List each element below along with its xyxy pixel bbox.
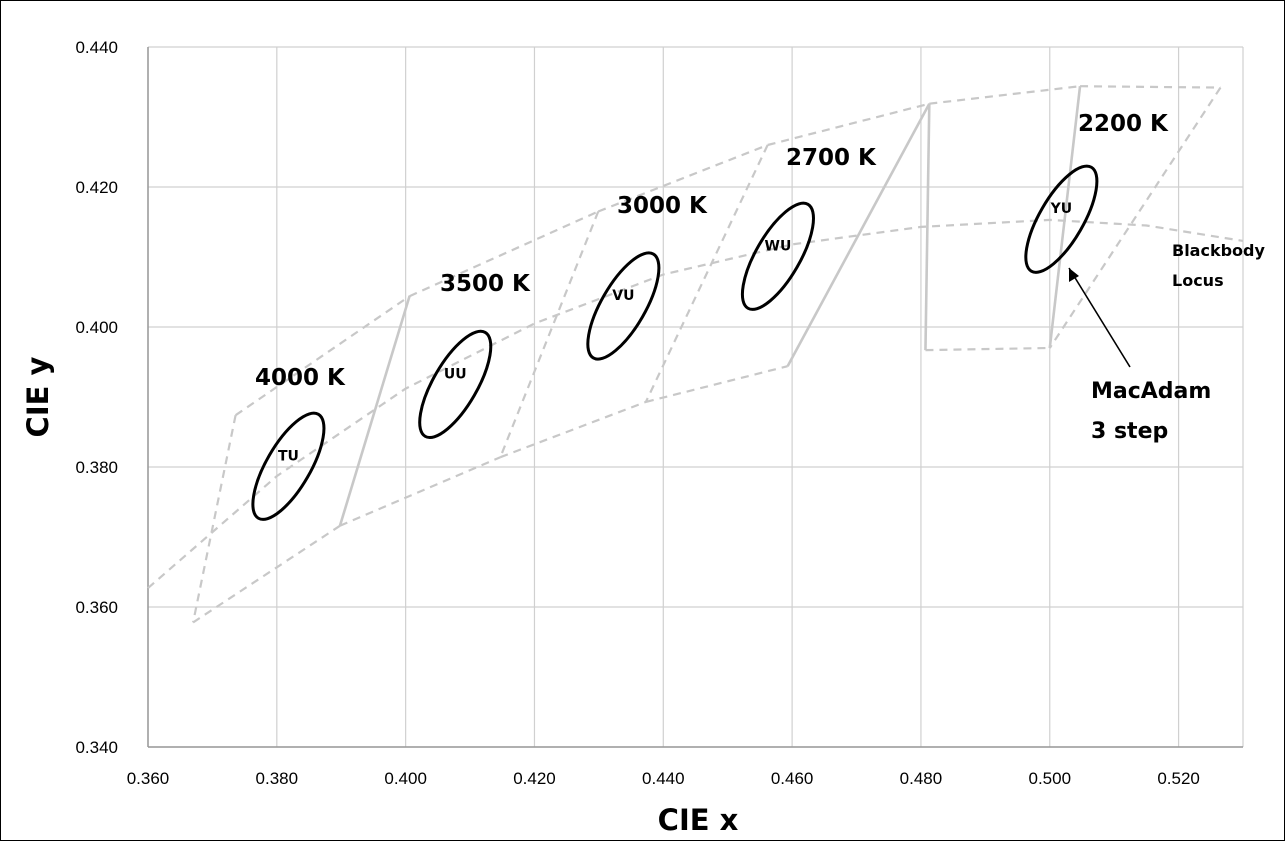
quad-side-edge: [644, 144, 769, 403]
blackbody-locus: [147, 218, 1244, 589]
x-tick-label: 0.360: [127, 769, 170, 788]
x-tick-label: 0.500: [1028, 769, 1071, 788]
blackbody-label-line2: Locus: [1172, 271, 1224, 290]
macadam-ellipse: [586, 251, 661, 361]
x-tick-label: 0.440: [642, 769, 685, 788]
ellipse-bin-label: WU: [765, 238, 792, 254]
quad-bottom-edge: [499, 400, 647, 459]
macadam-ellipse: [418, 329, 493, 440]
quad-bottom-edge: [925, 346, 1050, 352]
y-tick-label: 0.340: [75, 738, 118, 757]
y-tick-label: 0.380: [75, 458, 118, 477]
outer-right-edge: [1048, 86, 1222, 349]
quad-bottom-edge: [339, 456, 501, 527]
y-axis-title: CIE y: [21, 356, 55, 437]
macadam-ellipse: [1024, 164, 1099, 274]
x-tick-label: 0.380: [256, 769, 299, 788]
y-tick-label: 0.360: [75, 598, 118, 617]
ellipse-bin-label: YU: [1050, 201, 1073, 217]
macadam-label-line2: 3 step: [1091, 419, 1168, 444]
macadam-ellipse: [740, 201, 815, 311]
annotation-labels: 4000 K 3500 K 3000 K 2700 K 2200 K: [255, 111, 1169, 391]
quad-side-edge: [192, 414, 237, 623]
ellipse-bin-label: TU: [278, 448, 299, 464]
quad-side-edge: [1048, 86, 1082, 349]
cct-quadrangles: [192, 85, 1222, 624]
tick-labels: 0.360 0.380 0.400 0.420 0.440 0.460 0.480 0.500…: [75, 38, 1199, 788]
outer-top-edge: [1080, 85, 1221, 89]
quad-side-edge: [338, 295, 411, 527]
blackbody-label-line1: Blackbody: [1172, 241, 1266, 260]
quad-bottom-edge: [192, 524, 341, 624]
blackbody-locus-curve: [147, 218, 1244, 589]
cct-label: 3500 K: [440, 271, 531, 297]
cct-label: 4000 K: [255, 365, 346, 391]
y-tick-label: 0.420: [75, 178, 118, 197]
macadam-ellipse: [251, 411, 326, 521]
macadam-arrow-line: [1068, 267, 1131, 368]
quad-top-edge: [409, 210, 599, 298]
quad-bottom-edge: [645, 365, 788, 403]
macadam-label-line1: MacAdam: [1091, 379, 1211, 404]
x-tick-label: 0.400: [384, 769, 427, 788]
macadam-arrow-head: [1069, 268, 1079, 282]
y-tick-label: 0.440: [75, 38, 118, 57]
cct-label: 3000 K: [617, 193, 708, 219]
quad-side-edge: [924, 103, 931, 351]
x-tick-label: 0.460: [771, 769, 814, 788]
cct-label: 2200 K: [1078, 111, 1169, 137]
y-tick-label: 0.400: [75, 318, 118, 337]
ellipse-bin-label: UU: [444, 366, 467, 382]
gridlines: [147, 46, 1244, 748]
macadam-ellipses: TU UU VU WU YU: [251, 164, 1099, 521]
x-tick-label: 0.520: [1157, 769, 1200, 788]
x-tick-label: 0.420: [513, 769, 556, 788]
x-axis-title: CIE x: [658, 803, 739, 837]
quad-side-edge: [786, 103, 931, 367]
quad-top-edge: [234, 295, 411, 417]
x-tick-label: 0.480: [900, 769, 943, 788]
ellipse-bin-label: VU: [612, 288, 634, 304]
quad-top-edge: [929, 85, 1081, 105]
quad-top-edge: [597, 143, 769, 213]
quad-side-edge: [499, 211, 600, 458]
cct-label: 2700 K: [786, 145, 877, 171]
